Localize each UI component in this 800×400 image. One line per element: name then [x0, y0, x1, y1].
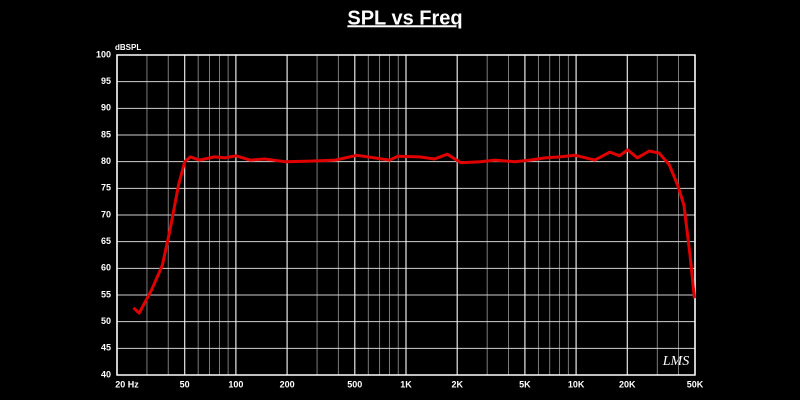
y-tick-label: 40	[101, 369, 111, 379]
x-tick-label: 1K	[400, 379, 412, 389]
x-tick-label: 20 Hz	[115, 379, 139, 389]
y-tick-label: 55	[101, 289, 111, 299]
y-tick-label: 50	[101, 316, 111, 326]
x-tick-label: 50	[180, 379, 190, 389]
chart-title: SPL vs Freq	[347, 7, 462, 29]
y-tick-label: 80	[101, 156, 111, 166]
x-tick-label: 5K	[519, 379, 531, 389]
x-tick-label: 20K	[619, 379, 636, 389]
y-tick-label: 60	[101, 263, 111, 273]
y-axis-label: dBSPL	[115, 43, 141, 52]
y-tick-label: 70	[101, 209, 111, 219]
x-tick-label: 200	[280, 379, 295, 389]
x-tick-label: 50K	[687, 379, 704, 389]
data-line	[132, 148, 696, 315]
watermark: LMS	[662, 354, 689, 369]
y-tick-label: 100	[96, 49, 111, 59]
y-tick-label: 45	[101, 343, 111, 353]
x-tick-label: 500	[347, 379, 362, 389]
y-tick-label: 85	[101, 129, 111, 139]
x-tick-label: 10K	[568, 379, 585, 389]
x-tick-label: 2K	[451, 379, 463, 389]
y-tick-label: 90	[101, 103, 111, 113]
x-tick-label: 100	[228, 379, 243, 389]
y-tick-label: 75	[101, 183, 111, 193]
y-tick-label: 95	[101, 76, 111, 86]
plot-border	[116, 54, 696, 376]
y-tick-label: 65	[101, 236, 111, 246]
